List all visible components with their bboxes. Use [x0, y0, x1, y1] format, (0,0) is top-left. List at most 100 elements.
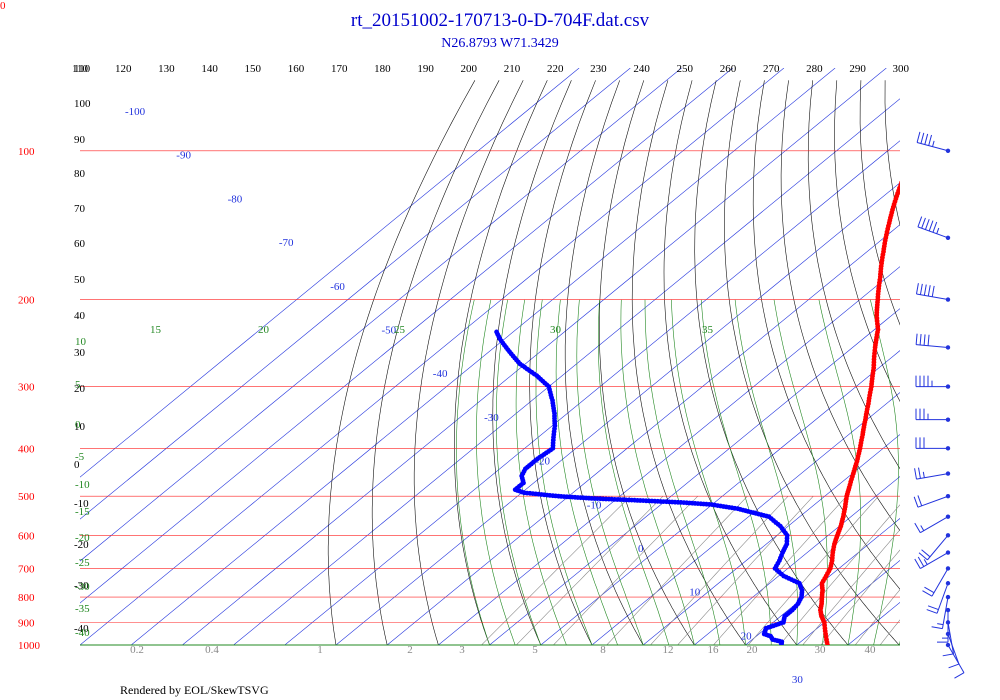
temperature-point — [913, 148, 918, 153]
theta-label: -10 — [74, 498, 89, 510]
isotherm-line — [80, 68, 631, 520]
theta-label: 0 — [74, 459, 80, 471]
dewpoint-point — [494, 329, 499, 335]
wind-barb-flag — [921, 549, 931, 558]
wind-barb-flag — [913, 496, 919, 508]
wind-barb-staff — [916, 473, 949, 480]
wind-barb-half-flag — [920, 525, 925, 531]
temperature-point — [978, 138, 983, 143]
top-tick-label: 280 — [806, 63, 823, 75]
pressure-label: 900 — [18, 617, 35, 629]
wind-barb-flag — [924, 133, 929, 145]
theta-label: 40 — [74, 310, 86, 322]
wind-barb — [937, 607, 951, 643]
isotherm-line — [80, 68, 785, 645]
wind-barb-flag — [942, 653, 954, 657]
isotherm-line — [80, 68, 682, 562]
temperature-point — [900, 177, 905, 182]
wind-barb — [914, 514, 951, 534]
wind-barb-flag — [917, 216, 923, 228]
mixing-ratio-line — [553, 495, 699, 645]
pressure-label: 100 — [18, 146, 35, 158]
isotherm-line — [80, 68, 733, 604]
wind-barb-staff — [931, 568, 949, 597]
temperature-point — [967, 140, 972, 145]
isotherm-label: 20 — [741, 630, 753, 642]
wind-barb — [915, 437, 951, 451]
theta-label: 110 — [74, 63, 91, 75]
dry-adiabat — [529, 80, 596, 645]
dry-adiabat — [631, 80, 746, 645]
pressure-label: 1000 — [18, 640, 41, 652]
top-tick-label: 200 — [461, 63, 478, 75]
pressure-label: 600 — [18, 530, 35, 542]
wind-barb-flag — [915, 333, 918, 345]
temperature-point — [987, 137, 992, 142]
theta-label: 50 — [74, 274, 86, 286]
theta-label: 80 — [74, 168, 86, 180]
mixing-ratio-line — [650, 495, 789, 645]
mixing-ratio-label: 40 — [865, 644, 877, 656]
theta-e-label: -25 — [75, 557, 90, 569]
temperature-point — [924, 147, 929, 152]
isotherm-line — [847, 601, 900, 645]
wind-barb — [914, 550, 951, 569]
isotherm-line — [591, 392, 900, 645]
mixing-ratio-line — [713, 495, 847, 645]
wind-barb-staff — [941, 597, 949, 629]
dry-adiabat — [982, 80, 1000, 645]
wind-barb-flag — [918, 467, 921, 479]
mixing-ratio-line — [481, 495, 631, 645]
wind-barb-flag — [932, 221, 938, 233]
wind-barb-staff — [916, 344, 949, 348]
theta-label: 10 — [74, 421, 86, 433]
temperature-point — [950, 143, 955, 148]
top-tick-label: 290 — [849, 63, 866, 75]
series-layer — [494, 136, 995, 645]
isotherm-line — [694, 476, 900, 645]
wind-barb-flag — [923, 284, 927, 296]
dry-adiabat — [780, 80, 900, 532]
wind-barb-flag — [920, 132, 925, 144]
wind-barb-flag — [931, 285, 935, 297]
temperature-point — [990, 136, 995, 141]
wind-barb-staff — [916, 142, 949, 152]
wind-barb — [915, 283, 951, 302]
wind-barb-flag — [922, 590, 933, 597]
wind-barb — [913, 494, 951, 508]
wind-barbs — [913, 131, 965, 679]
isotherm-line — [950, 68, 1000, 645]
pressure-label: 500 — [18, 491, 35, 503]
dry-adiabat — [859, 80, 900, 326]
wind-barb-flag — [916, 131, 921, 143]
mixing-ratio-line — [802, 529, 900, 645]
pressure-label: 300 — [18, 382, 35, 394]
wind-barb-staff — [927, 535, 949, 561]
isotherm-line — [438, 266, 900, 645]
wind-barb — [914, 467, 951, 480]
wind-barb-staff — [916, 293, 949, 301]
theta-label: 30 — [74, 347, 86, 359]
wind-barb-flag — [923, 334, 926, 346]
render-credit: Rendered by EOL/SkewTSVG — [120, 683, 269, 697]
temperature-point — [911, 151, 916, 156]
temperature-point — [899, 180, 900, 185]
wind-barb — [916, 131, 951, 153]
wind-barb-flag — [914, 468, 917, 480]
pressure-label: 700 — [18, 563, 35, 575]
temperature-point — [918, 148, 923, 153]
dry-adiabat — [564, 80, 644, 645]
mixing-ratio-label: 8 — [600, 644, 606, 656]
wind-barb — [945, 631, 960, 669]
theta-e-label: 15 — [150, 324, 162, 336]
isotherm-label: 30 — [792, 674, 804, 686]
theta-label: 100 — [74, 98, 91, 110]
top-tick-label: 230 — [590, 63, 607, 75]
isotherm-line — [540, 350, 900, 645]
isotherm-line — [745, 518, 900, 645]
temperature-point — [947, 143, 952, 148]
wind-barb-flag — [914, 522, 921, 533]
top-tick-label: 240 — [633, 63, 650, 75]
theta-e-label: 35 — [702, 324, 714, 336]
